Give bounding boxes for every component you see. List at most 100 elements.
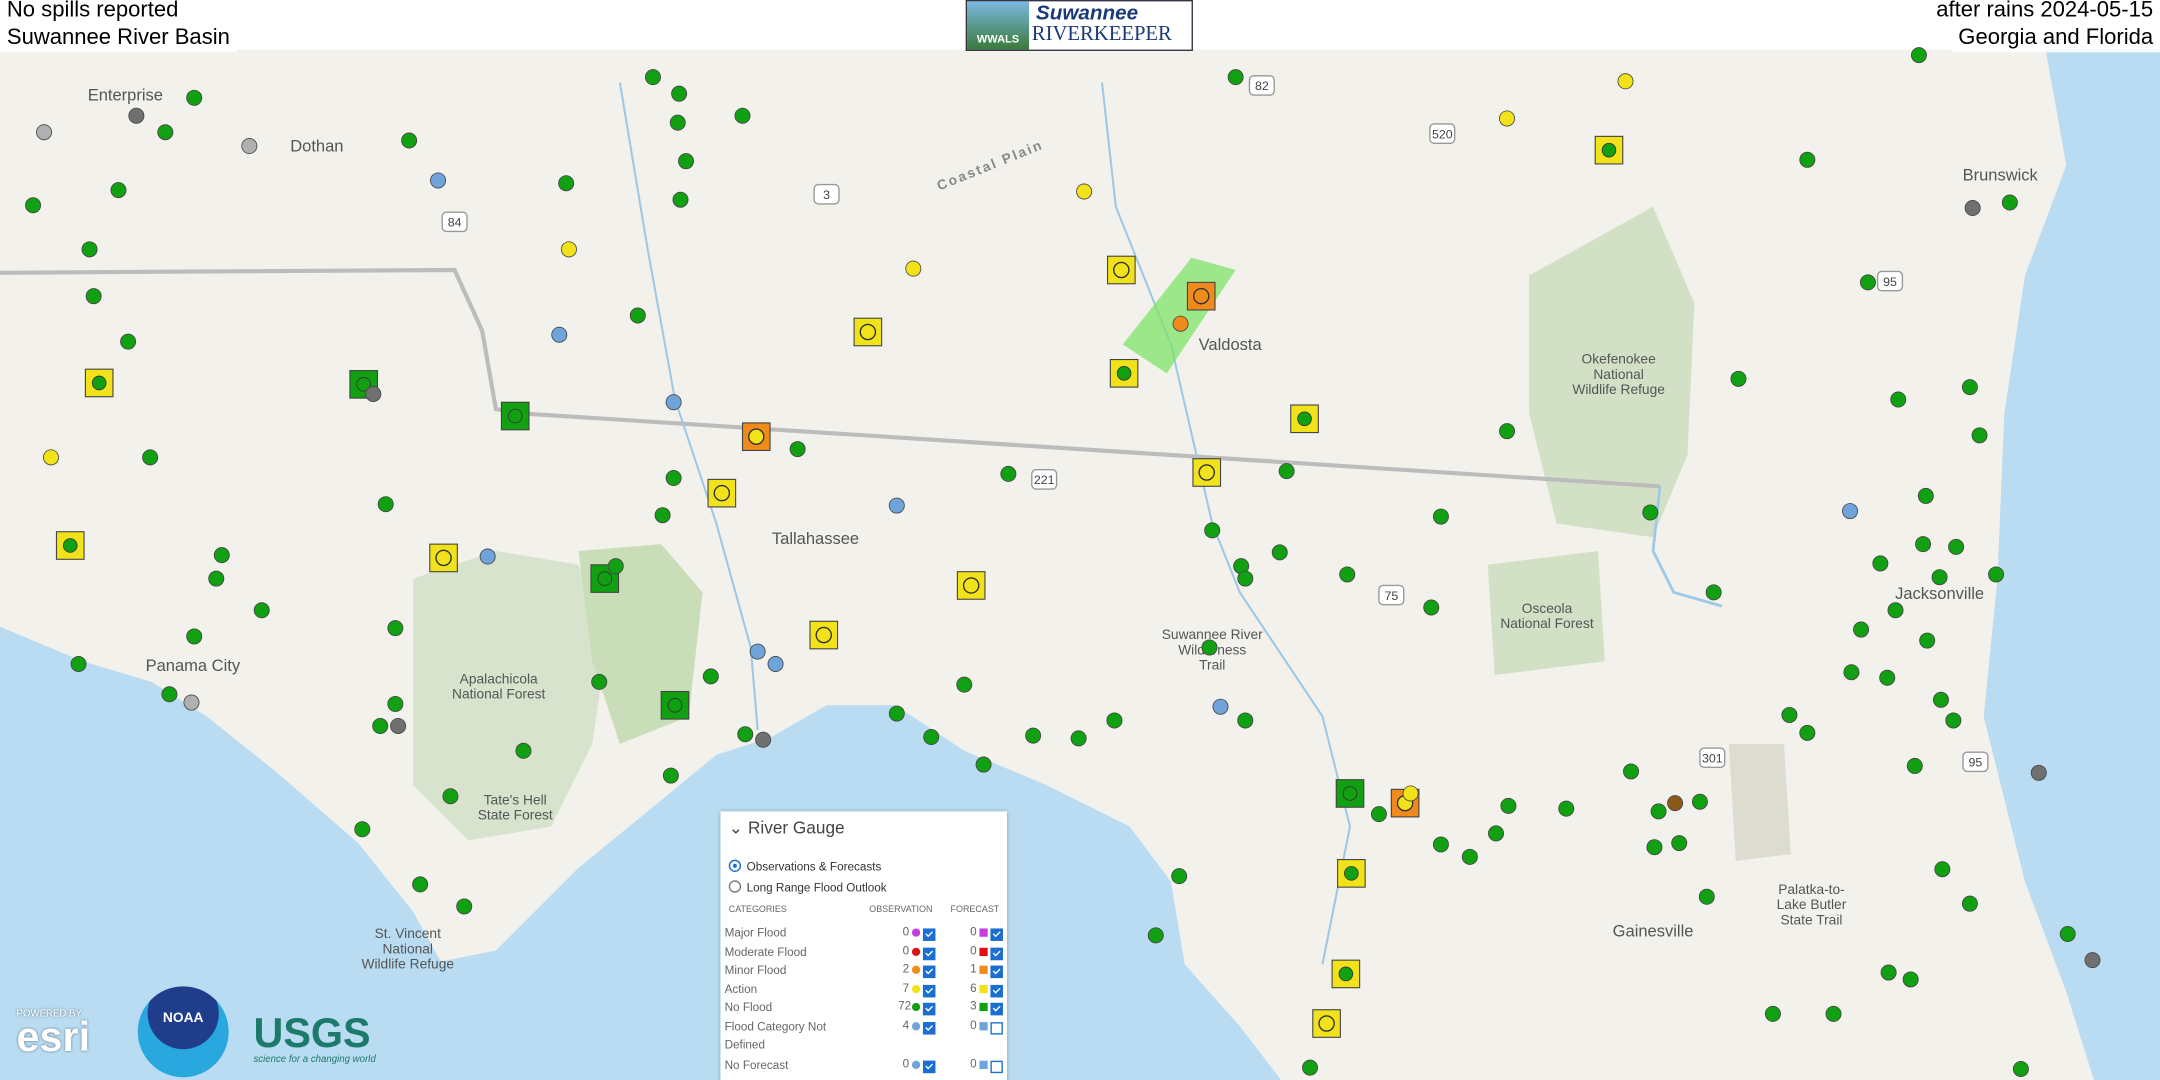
- checkbox[interactable]: [922, 964, 936, 978]
- atlantic: [1983, 49, 2160, 1080]
- checkbox[interactable]: [922, 1002, 936, 1015]
- forecast-count: 0: [970, 1018, 977, 1032]
- highway-number: 82: [1255, 79, 1269, 93]
- gauge: [1147, 927, 1164, 944]
- checkbox[interactable]: [990, 984, 1003, 997]
- gauge: [1227, 69, 1244, 86]
- gauge: [1271, 544, 1288, 561]
- map-label: Dothan: [290, 137, 343, 156]
- highway-number: 75: [1384, 589, 1398, 603]
- gauge: [1500, 797, 1517, 814]
- legend-title[interactable]: ⌄ River Gauge: [728, 818, 845, 838]
- gauge: [186, 89, 203, 106]
- gauge: [672, 191, 689, 208]
- gauge: [213, 547, 230, 564]
- gauge: [1971, 427, 1988, 444]
- observation-count: 0: [902, 943, 910, 958]
- highway-number: 301: [1702, 751, 1723, 765]
- checkbox[interactable]: [922, 1060, 936, 1073]
- gauge: [1171, 868, 1188, 885]
- gauge: [749, 643, 766, 660]
- forecast-icon: [979, 947, 988, 957]
- gauge: [401, 132, 418, 149]
- gauge: [1931, 569, 1948, 586]
- checkbox[interactable]: [990, 1002, 1003, 1015]
- gauge: [1646, 839, 1663, 856]
- gauge: [2084, 952, 2101, 969]
- map-label-line: National: [382, 941, 433, 956]
- checkbox[interactable]: [922, 1021, 936, 1034]
- gauge: [1617, 73, 1634, 90]
- checkbox[interactable]: [990, 1021, 1003, 1034]
- checkbox[interactable]: [990, 927, 1003, 941]
- gauge: [1825, 1005, 1842, 1022]
- observation-count: 2: [902, 961, 910, 976]
- forecast-icon: [979, 965, 988, 974]
- gauge: [142, 449, 159, 466]
- column-header: FORECAST: [950, 905, 1000, 915]
- gauge-observation: [1342, 786, 1358, 801]
- gauge: [1423, 599, 1440, 616]
- gauge: [1961, 895, 1978, 912]
- observation-icon: [911, 984, 921, 994]
- gauge: [767, 655, 784, 672]
- checkbox[interactable]: [922, 927, 936, 941]
- map-label: St. Vincent National Wildlife Refuge: [361, 926, 454, 971]
- map-label-line: Jacksonville: [1895, 584, 1984, 603]
- checkbox[interactable]: [990, 1060, 1003, 1073]
- gauge: [1945, 712, 1962, 729]
- map-label-line: Enterprise: [88, 86, 163, 105]
- column-header: CATEGORIES: [728, 905, 787, 915]
- observation-count: 72: [898, 998, 912, 1013]
- gauge-observation: [597, 571, 613, 586]
- gauge: [1671, 835, 1688, 852]
- gauge: [2059, 925, 2076, 942]
- checkbox[interactable]: [990, 964, 1003, 978]
- map-label: Coastal Plain: [935, 137, 1046, 193]
- gauge: [1432, 508, 1449, 525]
- gauge: [888, 705, 905, 722]
- logo: WWALS Suwannee RIVERKEEPER: [965, 0, 1193, 51]
- radio-option[interactable]: Observations & Forecasts: [728, 859, 881, 873]
- gauge-observation: [1113, 261, 1130, 279]
- gauge: [241, 138, 258, 155]
- map-label-line: Wildlife Refuge: [1572, 382, 1665, 397]
- gauge: [678, 153, 695, 170]
- category-label: Action: [724, 982, 758, 996]
- gauge: [755, 731, 772, 748]
- highway-number: 3: [823, 188, 830, 202]
- forecast-icon: [979, 1060, 988, 1069]
- gauge-observation: [62, 538, 78, 553]
- checkbox[interactable]: [922, 984, 936, 997]
- gauge-observation: [815, 626, 833, 644]
- gauge: [456, 898, 473, 915]
- gauge: [1932, 691, 1949, 708]
- river: [618, 82, 759, 731]
- gauge: [1106, 712, 1123, 729]
- gauge: [186, 628, 203, 645]
- map-label-line: Palatka-to-: [1778, 882, 1845, 897]
- esri-logo: POWERED BY esri: [16, 1009, 91, 1059]
- gauge: [734, 107, 751, 124]
- gauge: [789, 441, 806, 458]
- gauge: [1948, 538, 1965, 555]
- river: [1101, 82, 1352, 965]
- gauge: [1370, 806, 1387, 823]
- observation-count: 7: [902, 980, 910, 995]
- radio-option[interactable]: Long Range Flood Outlook: [728, 880, 887, 895]
- highway-number: 95: [1969, 756, 1983, 770]
- map-label-line: Tate's Hell: [484, 792, 547, 807]
- gauge: [1025, 727, 1042, 744]
- category-label: No Flood: [724, 1000, 773, 1014]
- checkbox[interactable]: [922, 947, 936, 960]
- flood-warning-area[interactable]: [1122, 257, 1236, 374]
- forecast-count: 3: [970, 998, 977, 1013]
- gauge: [365, 385, 382, 402]
- esri-tag: POWERED BY: [16, 1009, 82, 1020]
- gauge-observation: [1198, 464, 1215, 481]
- checkbox[interactable]: [990, 947, 1003, 960]
- option-label: Long Range Flood Outlook: [746, 880, 887, 895]
- gauge: [1842, 503, 1859, 520]
